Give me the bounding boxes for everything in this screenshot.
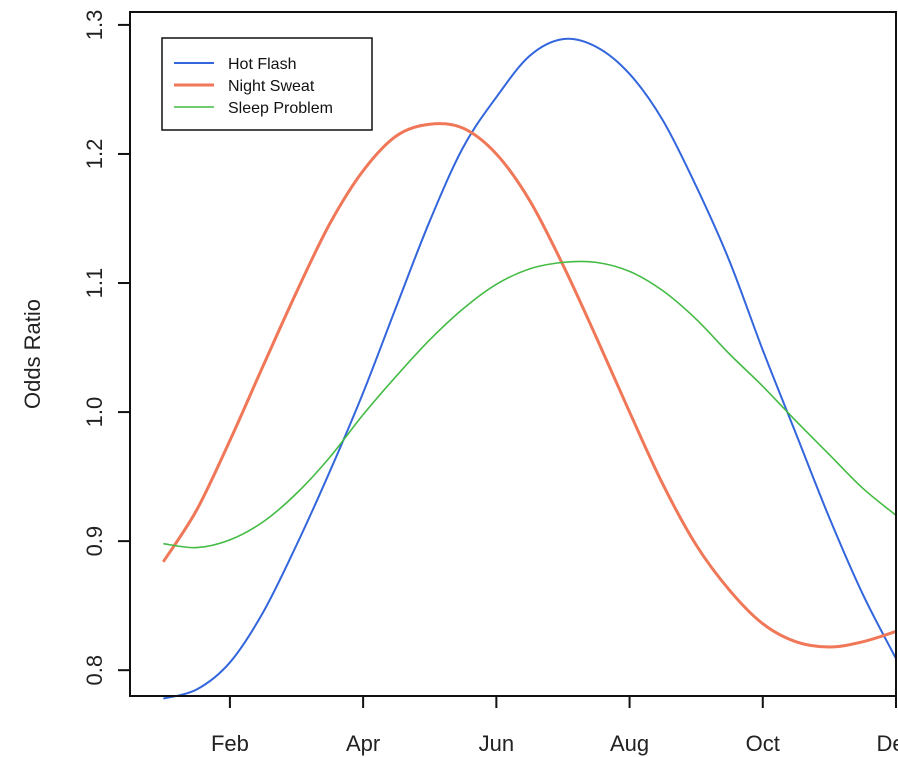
y-axis: 0.8 0.9 1.0 1.1 1.2 1.3 xyxy=(82,10,130,686)
series-line-hot-flash xyxy=(163,37,897,700)
y-tick-label: 1.2 xyxy=(82,139,107,170)
x-tick-label: Jun xyxy=(479,731,514,756)
series-line-night-sweat xyxy=(162,122,897,649)
plot-frame xyxy=(129,11,897,697)
y-tick-label: 1.1 xyxy=(82,268,107,299)
legend-label: Night Sweat xyxy=(228,78,315,95)
legend-label: Hot Flash xyxy=(228,56,296,73)
y-tick-label: 0.8 xyxy=(82,655,107,686)
legend-label: Sleep Problem xyxy=(228,100,333,117)
series-line-sleep-problem xyxy=(163,260,897,549)
y-tick-label: 1.0 xyxy=(82,397,107,428)
series-group xyxy=(162,37,897,700)
x-tick-label: Feb xyxy=(211,731,249,756)
y-axis-title: Odds Ratio xyxy=(20,299,45,409)
x-tick-label: Aug xyxy=(610,731,649,756)
y-tick-label: 1.3 xyxy=(82,10,107,41)
y-tick-label: 0.9 xyxy=(82,526,107,557)
legend: Hot Flash Night Sweat Sleep Problem xyxy=(161,37,373,131)
x-tick-label: Apr xyxy=(346,731,380,756)
x-tick-label: Oct xyxy=(746,731,780,756)
x-tick-label: Dec xyxy=(876,731,898,756)
x-axis: Feb Apr Jun Aug Oct Dec xyxy=(211,696,898,756)
